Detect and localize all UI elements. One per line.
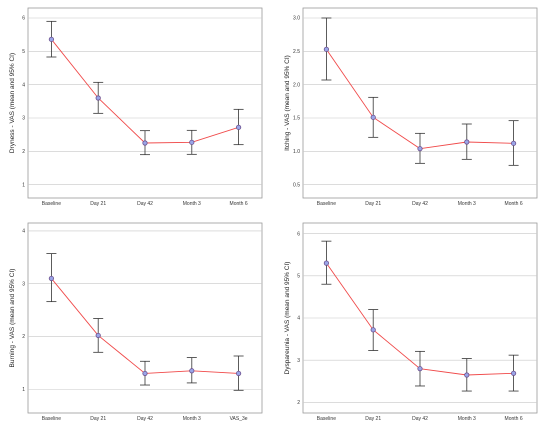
y-tick-label: 2 xyxy=(22,334,25,340)
y-axis-label: Itching - VAS (mean and 95% CI) xyxy=(284,55,291,151)
data-point xyxy=(236,370,242,377)
y-tick-label: 2 xyxy=(297,400,300,406)
y-tick-label: 1.5 xyxy=(293,116,300,122)
x-tick-label: Month 6 xyxy=(505,201,523,207)
x-tick-label: Baseline xyxy=(42,416,61,422)
data-point xyxy=(189,139,195,145)
x-tick-label: VAS_3e xyxy=(230,416,248,422)
x-tick-label: Day 42 xyxy=(137,201,153,207)
chart-itching: 0.5 1.0 1.5 2.0 2.5 3.0 Baseline Day 21 Day 42 Mo… xyxy=(275,0,550,214)
y-axis-label: Dryness - VAS (mean and 95% CI) xyxy=(9,53,16,153)
data-point xyxy=(417,146,423,152)
x-tick-label: Day 21 xyxy=(365,201,381,207)
data-point xyxy=(511,370,517,376)
data-point xyxy=(48,275,55,282)
y-tick-label: 3 xyxy=(297,358,300,364)
x-tick-label: Month 3 xyxy=(458,416,476,422)
y-tick-label: 1.0 xyxy=(293,149,300,155)
x-tick-label: Month 3 xyxy=(183,416,201,422)
x-tick-label: Baseline xyxy=(317,416,336,422)
data-point xyxy=(189,368,195,374)
data-point xyxy=(323,260,330,266)
data-point xyxy=(142,370,148,377)
x-tick-label: Month 3 xyxy=(183,201,201,207)
y-tick-label: 4 xyxy=(22,229,25,235)
x-tick-label: Day 21 xyxy=(365,416,381,422)
data-point xyxy=(370,114,376,120)
y-tick-label: 4 xyxy=(297,316,300,322)
y-tick-label: 2.0 xyxy=(293,82,300,88)
data-point xyxy=(370,327,376,333)
chart-dyspareunia: 2 3 4 5 6 Baseline Day 21 Day 42 Month 3 Month 6 D… xyxy=(275,215,550,429)
data-point xyxy=(323,46,330,52)
y-axis-label: Burning - VAS (mean and 95% CI) xyxy=(9,269,16,368)
plot-frame xyxy=(302,7,538,199)
x-tick-label: Day 21 xyxy=(90,201,106,207)
y-tick-label: 5 xyxy=(297,273,300,279)
x-tick-label: Month 6 xyxy=(505,416,523,422)
data-point xyxy=(464,139,470,145)
x-tick-label: Month 6 xyxy=(230,201,248,207)
y-axis-label: Dyspareunia - VAS (mean and 95% CI) xyxy=(284,262,291,375)
y-tick-label: 0.5 xyxy=(293,182,300,188)
x-tick-label: Baseline xyxy=(317,201,336,207)
chart-burning-svg: 1 2 3 4 Baseline Day 21 Day 42 Month 3 VAS_3e Bur… xyxy=(9,222,263,422)
y-tick-label: 3.0 xyxy=(293,16,300,22)
plot-frame xyxy=(27,7,263,199)
chart-burning: 1 2 3 4 Baseline Day 21 Day 42 Month 3 VAS_3e Bur… xyxy=(0,215,275,429)
x-tick-label: Day 21 xyxy=(90,416,106,422)
x-tick-label: Day 42 xyxy=(412,416,428,422)
data-point xyxy=(95,332,101,339)
y-tick-label: 1 xyxy=(22,182,25,188)
y-tick-label: 4 xyxy=(22,82,25,88)
data-point xyxy=(236,124,242,130)
data-point xyxy=(511,140,517,146)
chart-dyspareunia-svg: 2 3 4 5 6 Baseline Day 21 Day 42 Month 3 Month 6 D… xyxy=(284,222,538,422)
x-tick-label: Day 42 xyxy=(412,201,428,207)
chart-dryness-svg: 1 2 3 4 5 6 Baseline Day 21 Day 42 Month 3 Month 6… xyxy=(9,7,263,207)
y-tick-label: 3 xyxy=(22,116,25,122)
x-tick-label: Baseline xyxy=(42,201,61,207)
y-tick-label: 6 xyxy=(297,231,300,237)
x-tick-label: Month 3 xyxy=(458,201,476,207)
data-point xyxy=(142,140,148,146)
y-tick-label: 2 xyxy=(22,149,25,155)
y-tick-label: 1 xyxy=(22,387,25,393)
x-tick-label: Day 42 xyxy=(137,416,153,422)
data-point xyxy=(95,95,101,101)
y-tick-label: 3 xyxy=(22,281,25,287)
y-tick-label: 6 xyxy=(22,16,25,22)
chart-itching-svg: 0.5 1.0 1.5 2.0 2.5 3.0 Baseline Day 21 Day 42 Mo… xyxy=(284,7,538,207)
data-point xyxy=(48,36,55,42)
y-tick-label: 2.5 xyxy=(293,49,300,55)
chart-dryness: 1 2 3 4 5 6 Baseline Day 21 Day 42 Month 3 Month 6… xyxy=(0,0,275,214)
data-point xyxy=(417,366,423,372)
data-point xyxy=(464,372,470,378)
y-tick-label: 5 xyxy=(22,49,25,55)
